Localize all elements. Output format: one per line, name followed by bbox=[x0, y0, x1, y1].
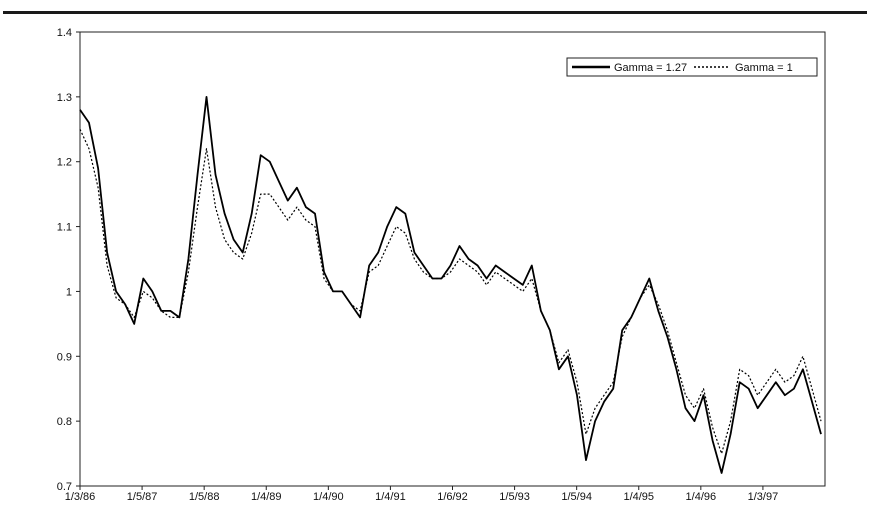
y-tick-label: 1.1 bbox=[57, 222, 72, 234]
y-tick-label: 1.4 bbox=[57, 27, 72, 39]
series-line-gamma-1 bbox=[79, 129, 822, 455]
x-axis: 1/3/86 1/5/87 1/5/88 1/4/89 1/4/90 1/4/91 1/6/… bbox=[65, 486, 779, 503]
plot-area bbox=[79, 31, 826, 487]
x-tick-label: 1/6/92 bbox=[437, 491, 468, 503]
legend-label-gamma-1: Gamma = 1 bbox=[735, 62, 793, 74]
x-tick-label: 1/5/88 bbox=[189, 491, 220, 503]
series-line-gamma-127 bbox=[79, 96, 822, 474]
x-tick-label: 1/5/93 bbox=[499, 491, 530, 503]
y-tick-label: 0.9 bbox=[57, 351, 72, 363]
x-tick-label: 1/3/86 bbox=[65, 491, 96, 503]
x-tick-label: 1/5/87 bbox=[127, 491, 158, 503]
legend: Gamma = 1.27 Gamma = 1 bbox=[566, 57, 818, 77]
x-tick-label: 1/4/95 bbox=[623, 491, 654, 503]
x-tick-label: 1/5/94 bbox=[561, 491, 592, 503]
series-layer bbox=[79, 96, 822, 474]
y-tick-label: 0.8 bbox=[57, 416, 72, 428]
legend-label-gamma-127: Gamma = 1.27 bbox=[614, 62, 687, 74]
y-tick-label: 0.7 bbox=[57, 481, 72, 493]
top-rule bbox=[3, 11, 867, 14]
y-tick-label: 1 bbox=[66, 286, 72, 298]
x-tick-label: 1/4/96 bbox=[686, 491, 717, 503]
y-tick-label: 1.3 bbox=[57, 92, 72, 104]
x-tick-label: 1/4/91 bbox=[375, 491, 406, 503]
y-axis: 0.7 0.8 0.9 1 1.1 1.2 1.3 1.4 bbox=[57, 27, 80, 493]
x-tick-label: 1/4/89 bbox=[251, 491, 282, 503]
x-tick-label: 1/4/90 bbox=[313, 491, 344, 503]
y-tick-label: 1.2 bbox=[57, 157, 72, 169]
legend-box bbox=[566, 57, 818, 77]
x-tick-label: 1/3/97 bbox=[748, 491, 779, 503]
